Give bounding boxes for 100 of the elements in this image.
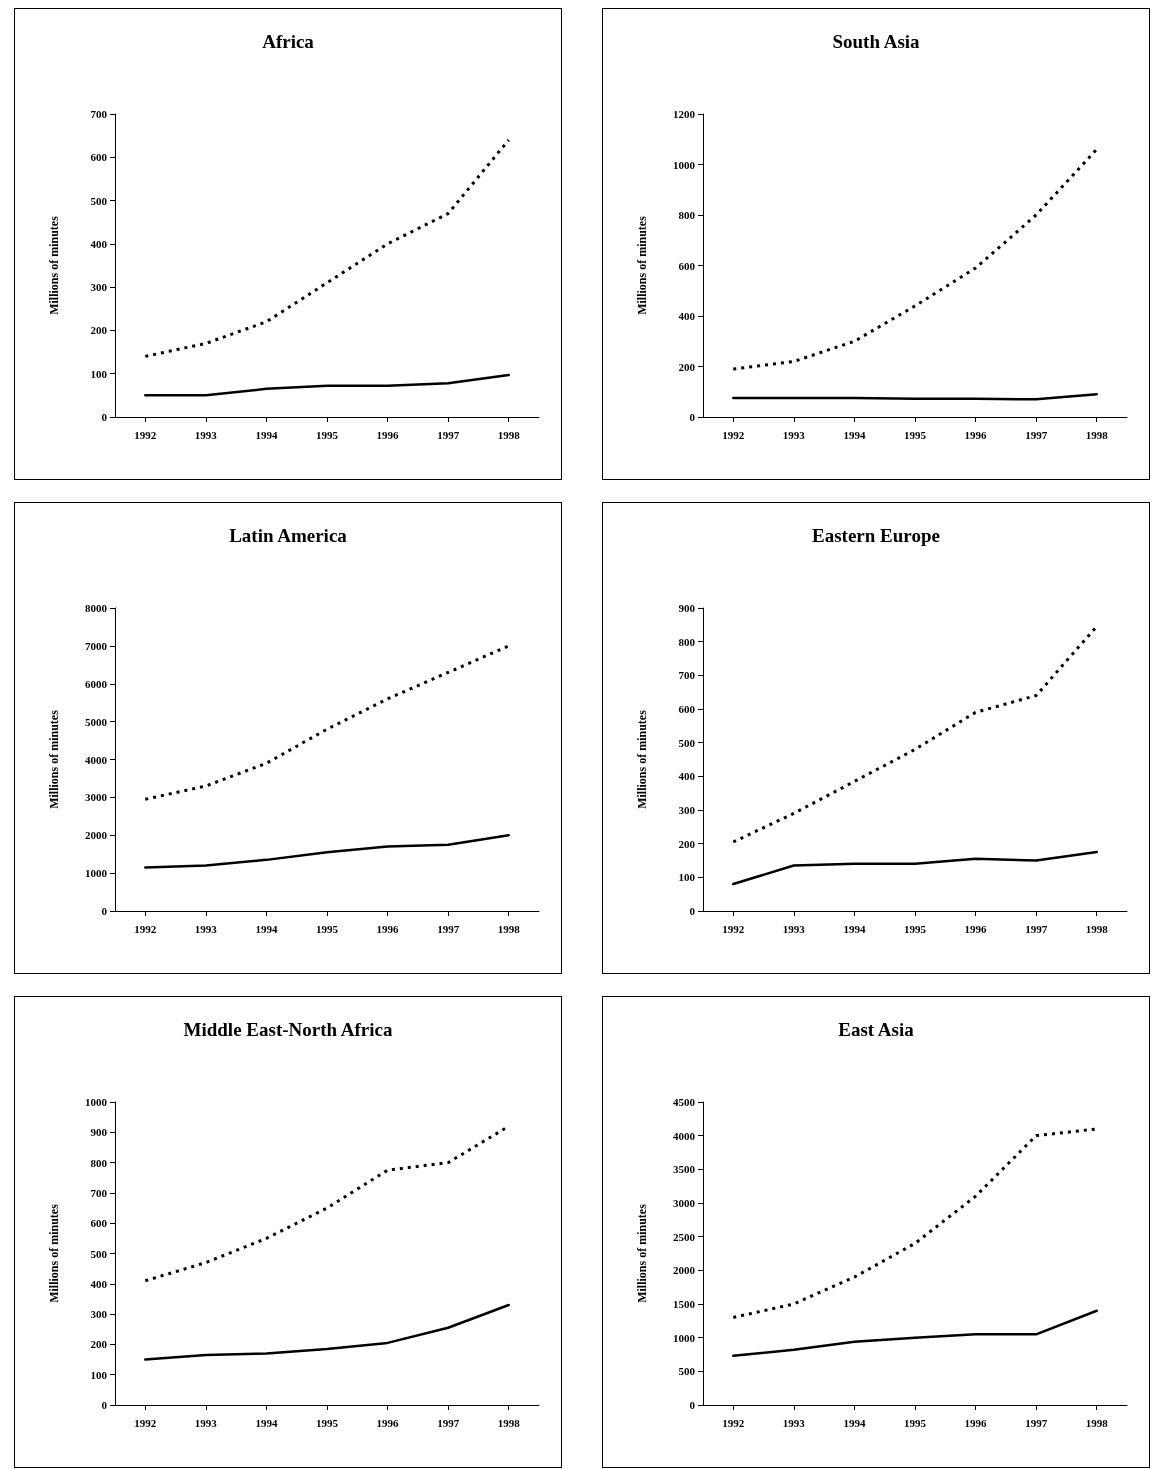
x-tick-label: 1996 <box>964 922 988 935</box>
x-tick-label: 1993 <box>782 1416 806 1429</box>
x-tick-label: 1998 <box>1085 428 1109 441</box>
y-tick-label: 4500 <box>673 1096 696 1108</box>
x-tick-label: 1995 <box>904 428 927 441</box>
line-series <box>144 1303 510 1361</box>
x-tick-label: 1993 <box>194 922 218 935</box>
x-tick-label: 1996 <box>964 1416 988 1429</box>
x-tick-label: 1993 <box>782 922 806 935</box>
y-tick-label: 0 <box>689 905 696 917</box>
y-tick-label: 2000 <box>85 829 108 842</box>
y-tick-label: 900 <box>90 1126 108 1139</box>
x-tick-label: 1996 <box>376 1416 400 1429</box>
y-tick-label: 3000 <box>85 791 108 804</box>
y-tick-label: 300 <box>678 804 696 816</box>
line-series <box>731 147 1099 371</box>
x-tick-label: 1998 <box>1085 1416 1109 1429</box>
y-axis-title: Millions of minutes <box>47 709 61 809</box>
y-tick-label: 600 <box>678 703 696 715</box>
y-tick-label: 700 <box>90 1186 108 1199</box>
x-tick-label: 1998 <box>497 428 521 441</box>
y-tick-label: 500 <box>90 1247 108 1260</box>
y-tick-label: 600 <box>90 1217 108 1230</box>
y-tick-label: 0 <box>101 905 108 917</box>
y-tick-label: 700 <box>90 108 108 120</box>
y-axis-title: Millions of minutes <box>47 215 61 315</box>
x-tick-label: 1998 <box>1085 922 1109 935</box>
x-tick-label: 1992 <box>134 428 157 441</box>
x-tick-label: 1997 <box>437 428 460 441</box>
x-tick-label: 1997 <box>437 1416 460 1429</box>
x-tick-label: 1994 <box>843 428 866 441</box>
y-tick-label: 500 <box>678 1365 696 1378</box>
y-tick-label: 700 <box>678 669 696 682</box>
y-tick-label: 4000 <box>673 1129 696 1142</box>
y-axis-title: Millions of minutes <box>635 215 649 315</box>
x-tick-label: 1996 <box>964 428 988 441</box>
y-tick-label: 3000 <box>673 1197 696 1209</box>
line-series <box>144 373 510 397</box>
x-tick-label: 1996 <box>376 922 400 935</box>
y-tick-label: 300 <box>90 1308 108 1321</box>
y-axis-title: Millions of minutes <box>635 709 649 809</box>
chart-title: Africa <box>262 31 315 52</box>
x-tick-label: 1995 <box>316 1416 339 1429</box>
y-tick-label: 0 <box>101 1399 108 1411</box>
y-tick-label: 800 <box>678 209 696 221</box>
y-tick-label: 600 <box>90 151 108 164</box>
y-tick-label: 900 <box>678 602 696 614</box>
x-tick-label: 1994 <box>843 1416 866 1429</box>
y-tick-label: 1500 <box>673 1298 696 1310</box>
y-tick-label: 200 <box>90 324 108 337</box>
chart-title: East Asia <box>838 1019 915 1040</box>
y-tick-label: 400 <box>90 1277 108 1290</box>
y-tick-label: 200 <box>90 1338 108 1351</box>
y-tick-label: 100 <box>678 871 696 884</box>
line-series <box>732 1309 1098 1358</box>
y-tick-label: 500 <box>678 736 696 749</box>
y-tick-label: 400 <box>678 770 696 783</box>
x-tick-label: 1992 <box>722 922 745 935</box>
y-tick-label: 1000 <box>673 1331 696 1344</box>
x-tick-label: 1993 <box>194 1416 218 1429</box>
chart-title: Eastern Europe <box>812 525 940 546</box>
y-tick-label: 800 <box>678 635 696 648</box>
x-tick-label: 1997 <box>1025 1416 1048 1429</box>
x-tick-label: 1995 <box>904 1416 927 1429</box>
x-tick-label: 1994 <box>255 922 278 935</box>
x-tick-label: 1997 <box>437 922 460 935</box>
x-tick-label: 1998 <box>497 1416 521 1429</box>
x-tick-label: 1992 <box>134 1416 157 1429</box>
y-tick-label: 200 <box>678 360 696 373</box>
x-tick-label: 1994 <box>843 922 866 935</box>
x-tick-label: 1994 <box>255 428 278 441</box>
line-series <box>143 138 511 358</box>
y-tick-label: 300 <box>90 281 108 294</box>
x-tick-label: 1998 <box>497 922 521 935</box>
x-tick-label: 1992 <box>134 922 157 935</box>
y-tick-label: 400 <box>90 237 108 250</box>
y-tick-label: 100 <box>90 367 108 380</box>
y-tick-label: 2500 <box>673 1230 696 1243</box>
y-tick-label: 500 <box>90 194 108 207</box>
y-tick-label: 6000 <box>85 677 108 690</box>
y-tick-label: 100 <box>90 1368 108 1381</box>
x-tick-label: 1997 <box>1025 428 1048 441</box>
x-tick-label: 1995 <box>316 428 339 441</box>
y-tick-label: 3500 <box>673 1163 696 1176</box>
y-tick-label: 5000 <box>85 715 108 728</box>
y-tick-label: 400 <box>678 310 696 322</box>
y-tick-label: 2000 <box>673 1264 696 1277</box>
y-tick-label: 0 <box>689 411 696 423</box>
y-tick-label: 600 <box>678 259 696 272</box>
line-series <box>143 644 511 801</box>
chart-title: Middle East-North Africa <box>183 1019 393 1040</box>
y-tick-label: 800 <box>90 1156 108 1169</box>
line-series <box>144 834 510 869</box>
line-series <box>732 850 1098 886</box>
x-tick-label: 1996 <box>376 428 400 441</box>
y-axis-title: Millions of minutes <box>635 1203 649 1303</box>
line-series <box>731 625 1099 844</box>
y-axis-title: Millions of minutes <box>47 1203 61 1303</box>
y-tick-label: 1000 <box>673 158 696 171</box>
chart-title: South Asia <box>832 31 921 52</box>
